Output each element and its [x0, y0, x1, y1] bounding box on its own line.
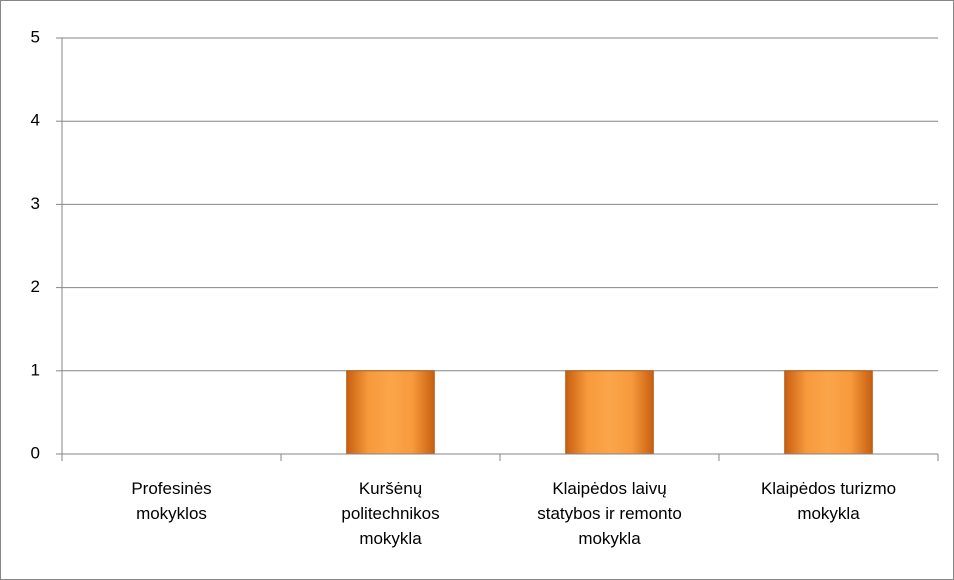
- x-tick-label: Kuršėnų politechnikos mokykla: [341, 479, 439, 548]
- y-tick-label: 1: [31, 360, 40, 379]
- bar: [346, 370, 435, 455]
- bar: [565, 370, 654, 455]
- bar: [784, 370, 873, 455]
- y-tick-label: 2: [31, 277, 40, 296]
- y-tick-label: 5: [31, 27, 40, 46]
- y-tick-label: 4: [31, 111, 40, 130]
- x-tick-label: Klaipėdos turizmo mokykla: [761, 479, 896, 523]
- x-tick-label: Klaipėdos laivų statybos ir remonto mokykl…: [537, 479, 682, 548]
- y-tick-label: 3: [31, 194, 40, 213]
- y-tick-label: 0: [31, 443, 40, 462]
- x-tick-label: Profesinės mokyklos: [131, 479, 211, 523]
